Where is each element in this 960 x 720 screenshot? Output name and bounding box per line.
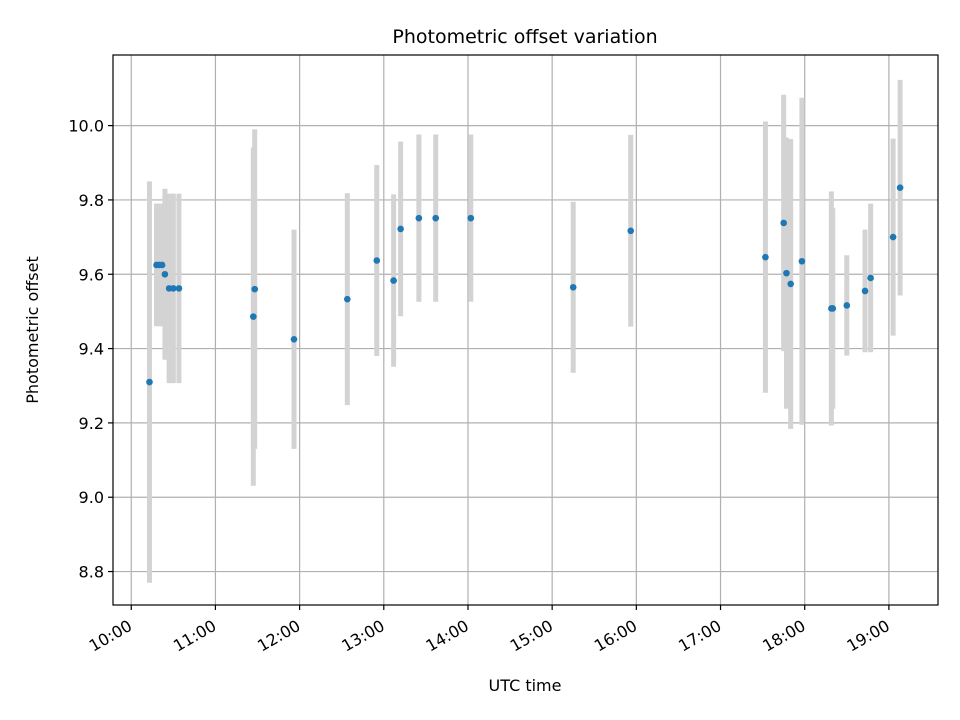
data-point: [397, 225, 404, 233]
data-point: [569, 283, 577, 291]
data-point: [787, 280, 794, 288]
x-axis-title: UTC time: [489, 676, 562, 695]
data-point: [829, 305, 837, 312]
data-point: [762, 253, 769, 261]
data-point: [780, 219, 787, 227]
y-tick-label: 9.2: [79, 414, 104, 433]
data-point: [175, 285, 183, 292]
data-point: [250, 313, 257, 320]
data-point: [170, 285, 177, 292]
y-axis-title: Photometric offset: [23, 256, 42, 404]
data-point: [467, 214, 475, 222]
data-point: [290, 335, 298, 343]
data-point: [783, 269, 790, 277]
y-axis-ticks: 8.8 9.0 9.2 9.4 9.6 9.8 10.0: [68, 117, 113, 582]
data-point: [889, 233, 897, 241]
y-tick-label: 8.8: [79, 563, 104, 582]
data-point: [432, 214, 440, 222]
data-point: [390, 277, 397, 284]
data-point: [861, 287, 869, 295]
data-point: [798, 257, 806, 265]
data-point: [867, 274, 874, 282]
plot-frame: [112, 54, 939, 606]
y-tick-label: 9.6: [79, 265, 104, 284]
data-point: [415, 214, 423, 222]
y-tick-label: 9.8: [79, 191, 104, 210]
data-point: [146, 378, 153, 386]
y-tick-label: 9.0: [79, 488, 104, 507]
data-points: [146, 184, 904, 386]
y-tick-label: 10.0: [68, 117, 104, 136]
data-point: [896, 184, 904, 191]
data-point: [373, 257, 381, 264]
data-point: [158, 261, 166, 269]
data-point: [344, 295, 351, 303]
y-tick-label: 9.4: [79, 340, 104, 359]
data-point: [251, 285, 259, 293]
data-point: [627, 227, 635, 235]
chart-title: Photometric offset variation: [392, 26, 657, 48]
data-point: [843, 302, 851, 309]
data-point: [161, 270, 169, 278]
